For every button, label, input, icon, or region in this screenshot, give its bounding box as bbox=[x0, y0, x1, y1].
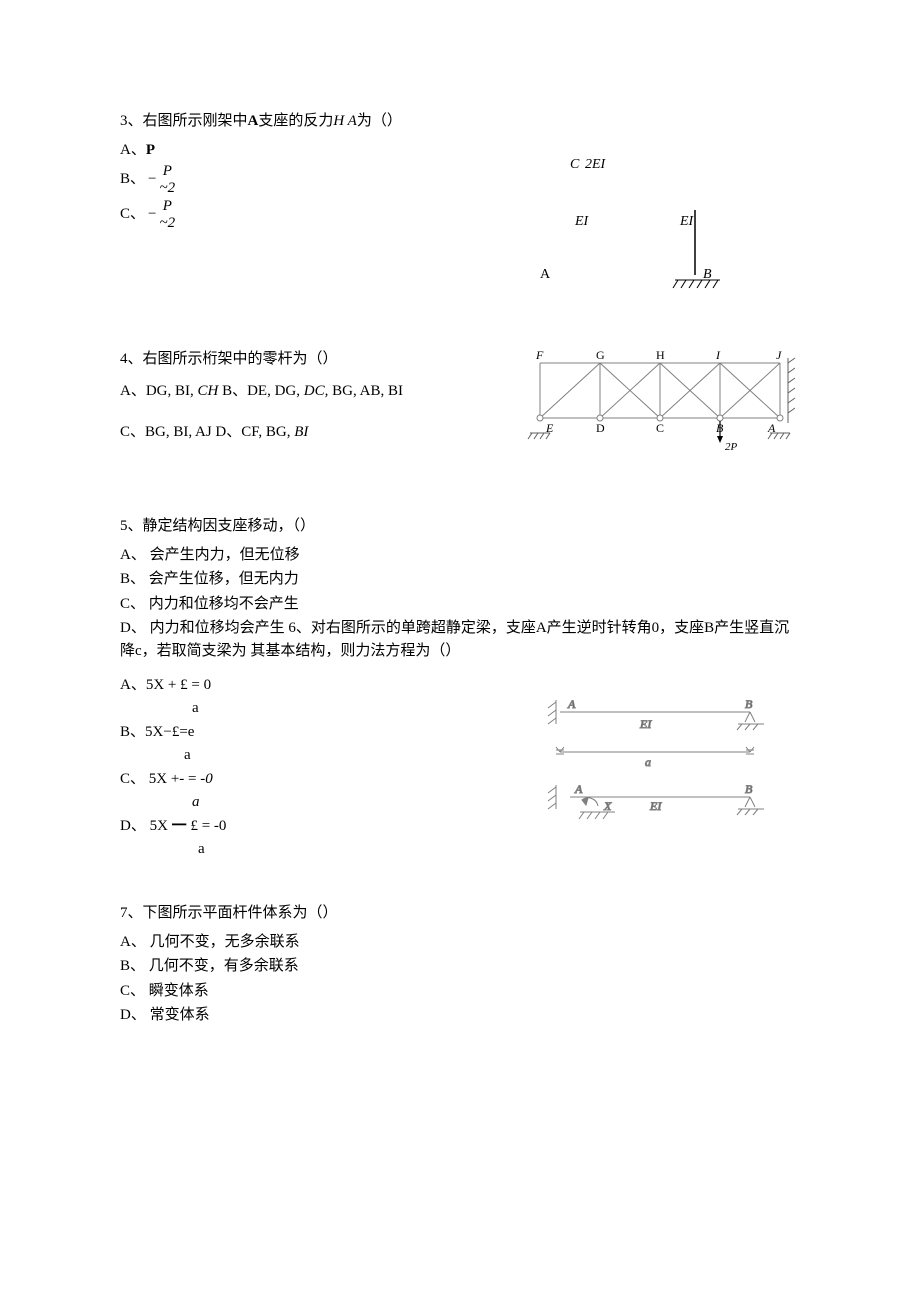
q4-diagram: F G H I J E D C B A bbox=[520, 348, 800, 468]
svg-text:2P: 2P bbox=[725, 441, 738, 453]
q5-stem: 5、静定结构因支座移动，（） bbox=[120, 515, 800, 538]
svg-text:J: J bbox=[776, 348, 782, 362]
q6-option-c: C、 5X +- = -0 a bbox=[120, 768, 520, 813]
svg-text:X: X bbox=[603, 799, 612, 813]
svg-text:A: A bbox=[567, 697, 576, 711]
question-5: 5、静定结构因支座移动，（） A、 会产生内力，但无位移 B、 会产生位移，但无… bbox=[120, 515, 800, 662]
q6-diagram: A B EI a bbox=[520, 692, 800, 842]
svg-text:C: C bbox=[656, 421, 664, 435]
q5-option-c: C、 内力和位移均不会产生 bbox=[120, 593, 800, 616]
q7-stem: 7、下图所示平面杆件体系为（） bbox=[120, 902, 800, 925]
question-7: 7、下图所示平面杆件体系为（） A、 几何不变，无多余联系 B、 几何不变，有多… bbox=[120, 902, 800, 1027]
q7-option-d: D、 常变体系 bbox=[120, 1004, 800, 1027]
q6-option-a: A、5X + £ = 0 a bbox=[120, 674, 520, 719]
q3-option-b: B、 − P~2 bbox=[120, 163, 520, 196]
svg-text:EI: EI bbox=[679, 214, 695, 229]
svg-text:A: A bbox=[574, 782, 583, 796]
q5-option-a: A、 会产生内力，但无位移 bbox=[120, 544, 800, 567]
q3-option-c: C、 − P~2 bbox=[120, 198, 520, 231]
svg-text:2EI: 2EI bbox=[585, 157, 607, 172]
svg-text:B: B bbox=[745, 782, 753, 796]
q3-stem: 3、右图所示刚架中A支座的反力H A为（） bbox=[120, 110, 520, 133]
q7-option-c: C、 瞬变体系 bbox=[120, 980, 800, 1003]
svg-text:a: a bbox=[645, 755, 651, 769]
svg-text:EI: EI bbox=[639, 717, 652, 731]
question-4: 4、右图所示桁架中的零杆为（） A、DG, BI, CH B、DE, DG, D… bbox=[120, 348, 800, 476]
svg-text:C: C bbox=[570, 157, 580, 172]
svg-text:I: I bbox=[715, 348, 721, 362]
svg-text:D: D bbox=[596, 421, 605, 435]
svg-text:F: F bbox=[535, 348, 544, 362]
svg-text:H: H bbox=[656, 348, 665, 362]
q5-option-d: D、 内力和位移均会产生 6、对右图所示的单跨超静定梁，支座A产生逆时针转角0，… bbox=[120, 617, 800, 662]
svg-text:B: B bbox=[745, 697, 753, 711]
q3-option-a: A、P bbox=[120, 139, 520, 162]
q4-options-line2: C、BG, BI, AJ D、CF, BG, BI bbox=[120, 421, 520, 444]
q4-options-line1: A、DG, BI, CH B、DE, DG, DC, BG, AB, BI bbox=[120, 380, 520, 403]
q3-diagram: C 2EI EI EI A B bbox=[520, 150, 780, 300]
q4-stem: 4、右图所示桁架中的零杆为（） bbox=[120, 348, 520, 371]
q6-option-d: D、 5X 一 £ = -0 a bbox=[120, 815, 520, 860]
q6-option-b: B、5X−£=e a bbox=[120, 721, 520, 766]
svg-text:EI: EI bbox=[574, 214, 590, 229]
svg-text:G: G bbox=[596, 348, 605, 362]
question-3: 3、右图所示刚架中A支座的反力H A为（） A、P B、 − P~2 C、 − … bbox=[120, 110, 800, 308]
svg-text:A: A bbox=[540, 267, 551, 282]
q7-option-a: A、 几何不变，无多余联系 bbox=[120, 931, 800, 954]
q7-option-b: B、 几何不变，有多余联系 bbox=[120, 955, 800, 978]
question-6: A、5X + £ = 0 a B、5X−£=e a C、 5X +- = -0 … bbox=[120, 672, 800, 862]
q5-option-b: B、 会产生位移，但无内力 bbox=[120, 568, 800, 591]
svg-text:EI: EI bbox=[649, 799, 662, 813]
